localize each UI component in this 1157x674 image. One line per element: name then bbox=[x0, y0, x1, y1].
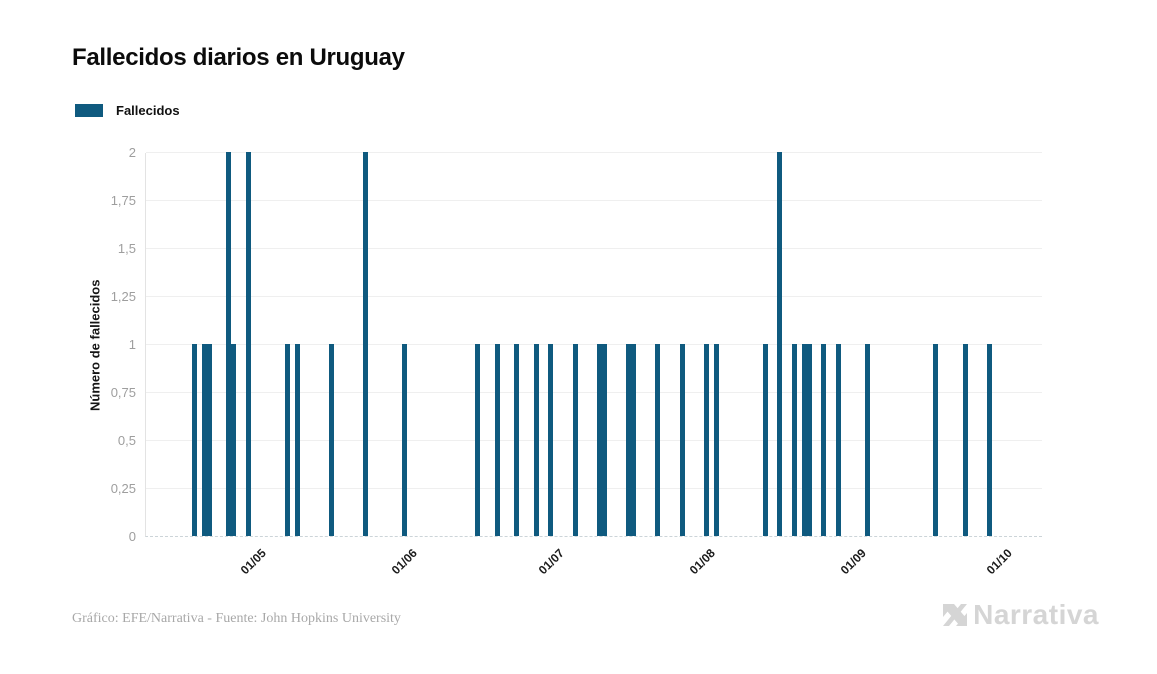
bar-2020-07-28[interactable] bbox=[679, 344, 685, 536]
bar-2020-05-24[interactable] bbox=[362, 152, 368, 536]
bar-2020-07-06[interactable] bbox=[572, 344, 578, 536]
bar-2020-08-14[interactable] bbox=[762, 344, 768, 536]
x-tick-label: 01/09 bbox=[837, 546, 869, 578]
gridline bbox=[146, 392, 1042, 393]
bar-2020-05-17[interactable] bbox=[328, 344, 334, 536]
bar-2020-08-23[interactable] bbox=[806, 344, 812, 536]
chart-title: Fallecidos diarios en Uruguay bbox=[72, 44, 405, 71]
bar-2020-04-26[interactable] bbox=[226, 152, 232, 536]
bar-2020-04-19[interactable] bbox=[192, 344, 198, 536]
legend-item-fallecidos[interactable]: Fallecidos bbox=[75, 103, 180, 118]
brand-name: Narrativa bbox=[973, 599, 1099, 630]
x-tick-label: 01/06 bbox=[389, 546, 421, 578]
bar-2020-06-20[interactable] bbox=[494, 344, 500, 536]
bar-2020-06-01[interactable] bbox=[401, 344, 407, 536]
bar-2020-08-22[interactable] bbox=[801, 344, 807, 536]
x-tick-label: 01/05 bbox=[238, 546, 270, 578]
gridline bbox=[146, 440, 1042, 441]
bar-2020-04-22[interactable] bbox=[206, 344, 212, 536]
bar-2020-04-21[interactable] bbox=[202, 344, 207, 536]
bar-2020-04-30[interactable] bbox=[245, 152, 251, 536]
y-tick-label: 0,75 bbox=[110, 385, 136, 400]
bar-2020-04-27[interactable] bbox=[231, 344, 237, 536]
y-tick-label: 1,75 bbox=[110, 193, 136, 208]
bar-2020-08-04[interactable] bbox=[713, 344, 719, 536]
bar-2020-09-04[interactable] bbox=[865, 344, 870, 536]
bar-2020-07-18[interactable] bbox=[631, 344, 636, 536]
bar-2020-05-10[interactable] bbox=[294, 344, 300, 536]
y-tick-label: 0,5 bbox=[117, 433, 136, 448]
gridline bbox=[146, 296, 1042, 297]
y-tick-label: 0,25 bbox=[110, 481, 136, 496]
bar-2020-08-26[interactable] bbox=[821, 344, 827, 536]
bar-2020-06-24[interactable] bbox=[514, 344, 519, 536]
x-tick-label: 01/10 bbox=[983, 546, 1016, 578]
bar-2020-07-17[interactable] bbox=[626, 344, 632, 536]
bar-2020-07-12[interactable] bbox=[601, 344, 607, 536]
brand-logo: Narrativa bbox=[939, 599, 1099, 631]
bar-2020-08-29[interactable] bbox=[835, 344, 841, 536]
bar-2020-09-29[interactable] bbox=[986, 344, 992, 536]
bar-2020-06-28[interactable] bbox=[533, 344, 539, 536]
gridline bbox=[146, 152, 1042, 153]
x-tick-label: 01/07 bbox=[535, 546, 567, 578]
bar-2020-08-02[interactable] bbox=[704, 344, 710, 536]
bar-2020-08-17[interactable] bbox=[777, 152, 783, 536]
y-tick-label: 1,25 bbox=[110, 289, 136, 304]
legend-swatch-icon bbox=[75, 104, 103, 117]
bar-2020-07-01[interactable] bbox=[548, 344, 554, 536]
gridline bbox=[146, 488, 1042, 489]
bar-2020-06-16[interactable] bbox=[475, 344, 480, 536]
y-tick-label: 1,5 bbox=[117, 241, 136, 256]
bar-2020-09-18[interactable] bbox=[933, 344, 939, 536]
gridline bbox=[146, 344, 1042, 345]
bar-2020-07-11[interactable] bbox=[596, 344, 602, 536]
y-tick-label: 0 bbox=[128, 529, 136, 544]
source-credit: Gráfico: EFE/Narrativa - Fuente: John Ho… bbox=[72, 611, 401, 626]
bar-2020-08-20[interactable] bbox=[791, 344, 797, 536]
gridline bbox=[146, 200, 1042, 201]
bar-2020-05-08[interactable] bbox=[284, 344, 290, 536]
gridline bbox=[146, 248, 1042, 249]
narrativa-logo-icon bbox=[943, 604, 968, 626]
y-tick-label: 2 bbox=[128, 145, 136, 160]
plot-area bbox=[145, 152, 1042, 537]
bar-2020-07-23[interactable] bbox=[655, 344, 661, 536]
x-tick-label: 01/08 bbox=[686, 546, 718, 578]
legend-label: Fallecidos bbox=[116, 103, 180, 118]
y-tick-label: 1 bbox=[128, 337, 136, 352]
bar-2020-09-24[interactable] bbox=[962, 344, 968, 536]
